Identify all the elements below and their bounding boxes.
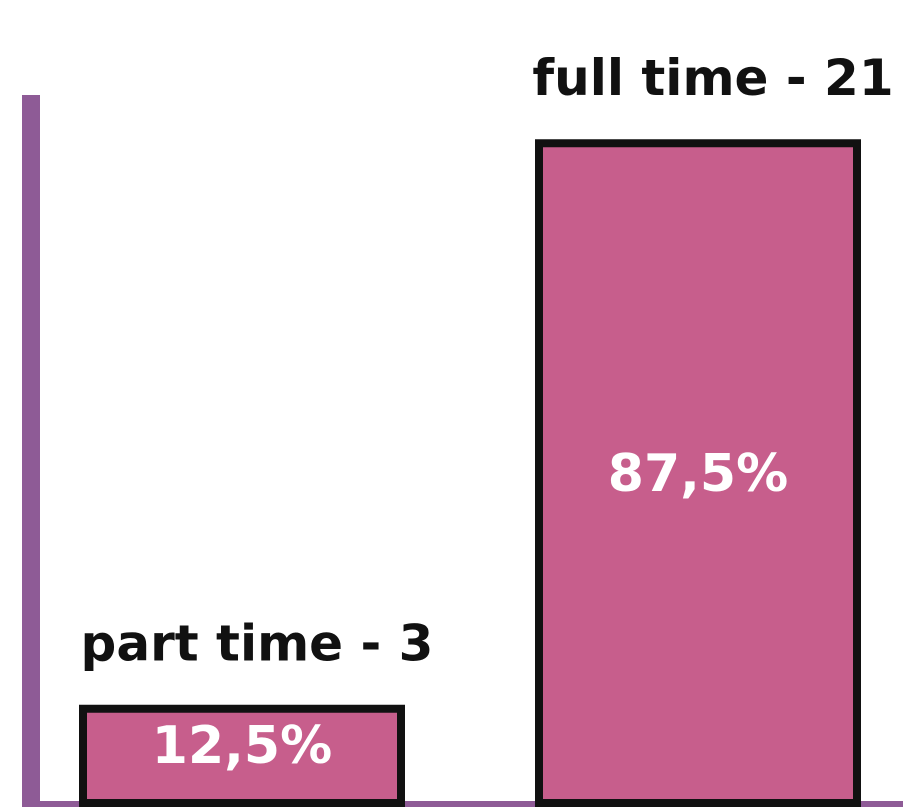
- value-label: 87,5%: [608, 444, 788, 504]
- category-label: part time - 3: [81, 614, 434, 672]
- bar: [535, 139, 861, 807]
- y-axis-line: [22, 95, 40, 807]
- x-axis-line: [22, 801, 903, 807]
- value-label: 12,5%: [152, 716, 332, 776]
- bar: [79, 704, 405, 807]
- category-label: full time - 21: [532, 49, 893, 107]
